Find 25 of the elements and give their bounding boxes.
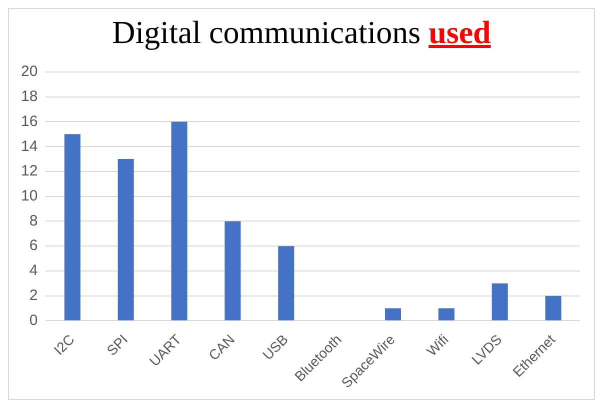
y-tick-label: 20 — [20, 63, 38, 80]
bar — [545, 296, 562, 320]
bar — [384, 308, 402, 320]
bar — [118, 159, 134, 320]
bar — [224, 221, 241, 320]
y-tick-label: 10 — [20, 187, 38, 204]
y-tick-label: 0 — [29, 312, 38, 329]
chart-title: Digital communications used — [112, 14, 491, 50]
bar — [492, 283, 508, 320]
x-tick-label: Wifi — [423, 331, 452, 359]
bar — [438, 308, 454, 320]
y-tick-label: 4 — [29, 262, 38, 280]
x-tick-label: SPI — [103, 331, 131, 358]
bar — [171, 122, 188, 320]
x-tick-label: USB — [259, 331, 291, 363]
y-tick-label: 18 — [20, 88, 38, 106]
y-tick-label: 2 — [29, 286, 38, 304]
y-tick-label: 16 — [20, 112, 38, 130]
y-tick-label: 14 — [20, 138, 38, 155]
y-tick-label: 8 — [29, 212, 38, 230]
y-tick-label: 12 — [20, 162, 38, 180]
y-tick-label: 6 — [29, 237, 38, 254]
x-tick-label: I2C — [50, 331, 78, 358]
bar — [278, 246, 294, 320]
bar — [64, 134, 80, 320]
